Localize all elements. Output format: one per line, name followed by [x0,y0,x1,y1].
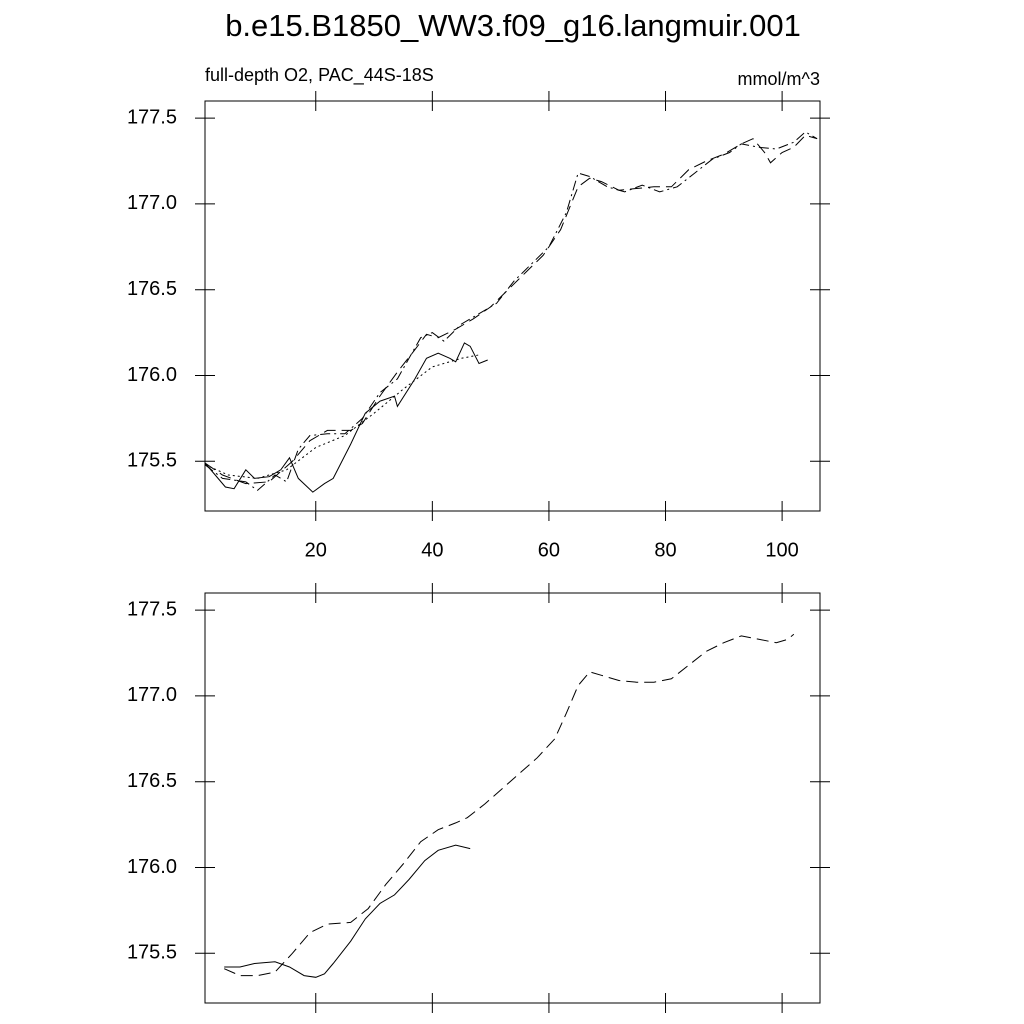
y-tick-label: 176.5 [127,278,177,300]
units-string: mmol/m^3 [738,69,820,89]
series-line [204,342,488,493]
left-string: full-depth O2, PAC_44S-18S [205,65,434,86]
plot-frame [204,100,821,512]
series-line [204,131,818,492]
plot-frame [204,592,821,1004]
series-line [224,844,471,978]
y-tick-label: 176.5 [127,770,177,792]
y-tick-label: 175.5 [127,450,177,472]
y-tick-label: 177.5 [127,598,177,620]
y-tick-label: 177.0 [127,684,177,706]
x-tick-label: 20 [305,539,327,561]
series-line [204,354,480,479]
y-tick-label: 176.0 [127,856,177,878]
y-tick-label: 177.5 [127,106,177,128]
series-line [223,633,795,977]
x-tick-label: 100 [765,539,798,561]
y-tick-label: 175.5 [127,942,177,964]
y-tick-label: 177.0 [127,192,177,214]
x-tick-label: 80 [654,539,676,561]
x-tick-label: 40 [421,539,443,561]
series-line [204,134,818,485]
figure-title: b.e15.B1850_WW3.f09_g16.langmuir.001 [225,8,801,43]
y-tick-label: 176.0 [127,364,177,386]
x-tick-label: 60 [538,539,560,561]
